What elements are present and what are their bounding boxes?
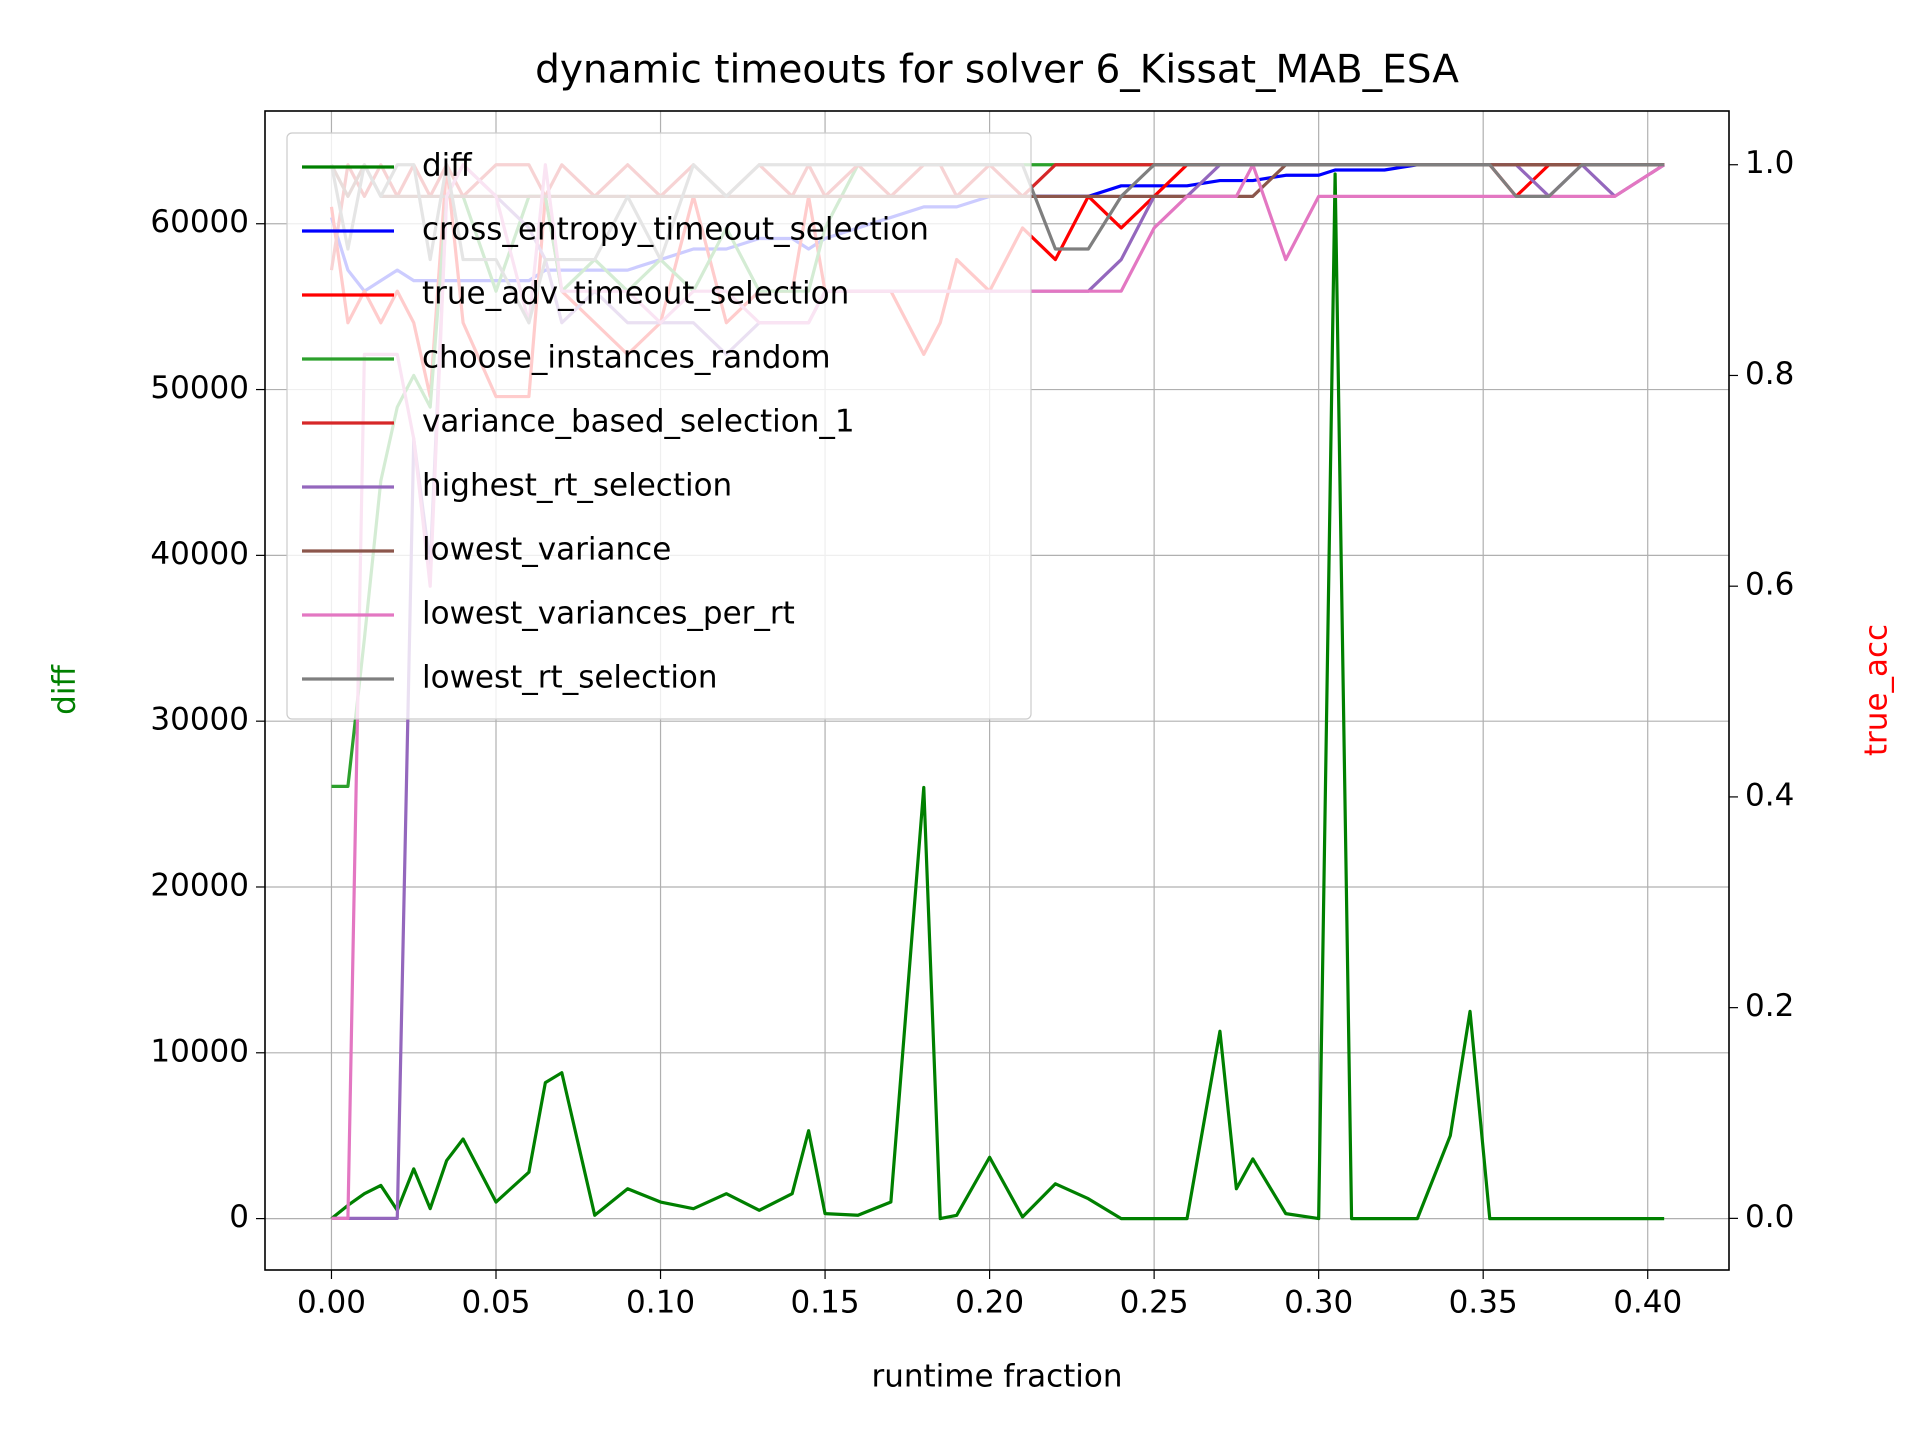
legend-label: lowest_rt_selection <box>422 660 718 696</box>
y2-tick-label: 0.0 <box>1745 1199 1794 1235</box>
y-tick-label: 50000 <box>150 370 249 406</box>
legend-label: diff <box>422 148 472 184</box>
legend-label: lowest_variances_per_rt <box>422 596 795 632</box>
x-tick-label: 0.20 <box>955 1285 1024 1321</box>
y-tick-label: 10000 <box>150 1033 249 1069</box>
y2-tick-label: 0.6 <box>1745 567 1794 603</box>
series-line <box>330 172 1665 1221</box>
x-tick-label: 0.35 <box>1449 1285 1518 1321</box>
chart-title: dynamic timeouts for solver 6_Kissat_MAB… <box>535 48 1459 93</box>
y-tick-label: 30000 <box>150 702 249 738</box>
x-tick-label: 0.40 <box>1613 1285 1682 1321</box>
x-tick-label: 0.10 <box>626 1285 695 1321</box>
x-tick-label: 0.15 <box>791 1285 860 1321</box>
y2-tick-label: 0.8 <box>1745 356 1794 392</box>
legend-label: true_adv_timeout_selection <box>422 276 849 312</box>
x-tick-label: 0.25 <box>1120 1285 1189 1321</box>
y-tick-label: 60000 <box>150 204 249 240</box>
y2-axis-label: true_acc <box>1859 624 1895 756</box>
legend-box <box>286 132 1032 720</box>
y-axis-label: diff <box>47 665 83 715</box>
y-tick-label: 40000 <box>150 536 249 572</box>
y2-tick-label: 1.0 <box>1745 145 1794 181</box>
y-tick-label: 20000 <box>150 867 249 903</box>
legend-label: lowest_variance <box>422 532 671 568</box>
legend-label: variance_based_selection_1 <box>422 404 855 440</box>
y-tick-label: 0 <box>229 1199 249 1235</box>
plot-frame <box>264 110 1730 1271</box>
y2-tick-label: 0.4 <box>1745 777 1794 813</box>
x-tick-label: 0.00 <box>297 1285 366 1321</box>
legend-label: choose_instances_random <box>422 340 831 376</box>
x-axis-label: runtime fraction <box>871 1359 1122 1395</box>
x-tick-label: 0.05 <box>461 1285 530 1321</box>
legend-label: highest_rt_selection <box>422 468 732 504</box>
y2-tick-label: 0.2 <box>1745 988 1794 1024</box>
x-tick-label: 0.30 <box>1284 1285 1353 1321</box>
legend-label: cross_entropy_timeout_selection <box>422 212 929 248</box>
